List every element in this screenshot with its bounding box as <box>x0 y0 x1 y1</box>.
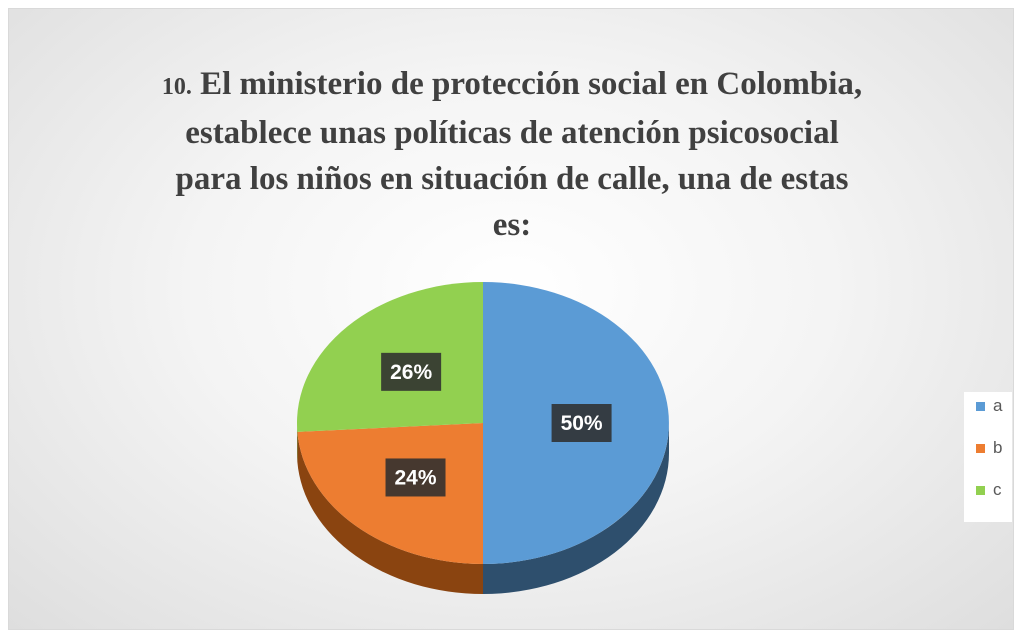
legend-label-c: c <box>993 480 1002 499</box>
data-label-box-b <box>385 458 446 497</box>
title-line-3: para los niños en situación de calle, un… <box>175 161 849 197</box>
data-label-box-c <box>381 352 442 391</box>
legend-label-b: b <box>993 438 1003 457</box>
data-label-a: 50% <box>561 412 603 435</box>
pie-side-a <box>483 423 669 594</box>
legend-item-c: c <box>976 480 1002 500</box>
pie-side-b <box>297 431 483 594</box>
legend-item-a: a <box>976 396 1002 416</box>
data-label-b: 24% <box>395 466 437 489</box>
legend: a b c <box>964 392 1012 522</box>
legend-label-a: a <box>993 396 1003 415</box>
legend-item-b: b <box>976 438 1002 458</box>
title-line-4: es: <box>492 207 532 243</box>
title-number: 10. <box>161 74 192 100</box>
chart-title: 10. El ministerio de protección social e… <box>69 61 955 248</box>
legend-swatch-c <box>976 485 985 495</box>
title-line-2: establece unas políticas de atención psi… <box>185 115 839 151</box>
data-label-box-a <box>551 404 612 442</box>
legend-swatch-a <box>976 401 985 411</box>
data-label-c: 26% <box>390 361 432 384</box>
legend-swatch-b <box>976 443 985 453</box>
title-line-1: El ministerio de protección social en Co… <box>200 66 863 102</box>
